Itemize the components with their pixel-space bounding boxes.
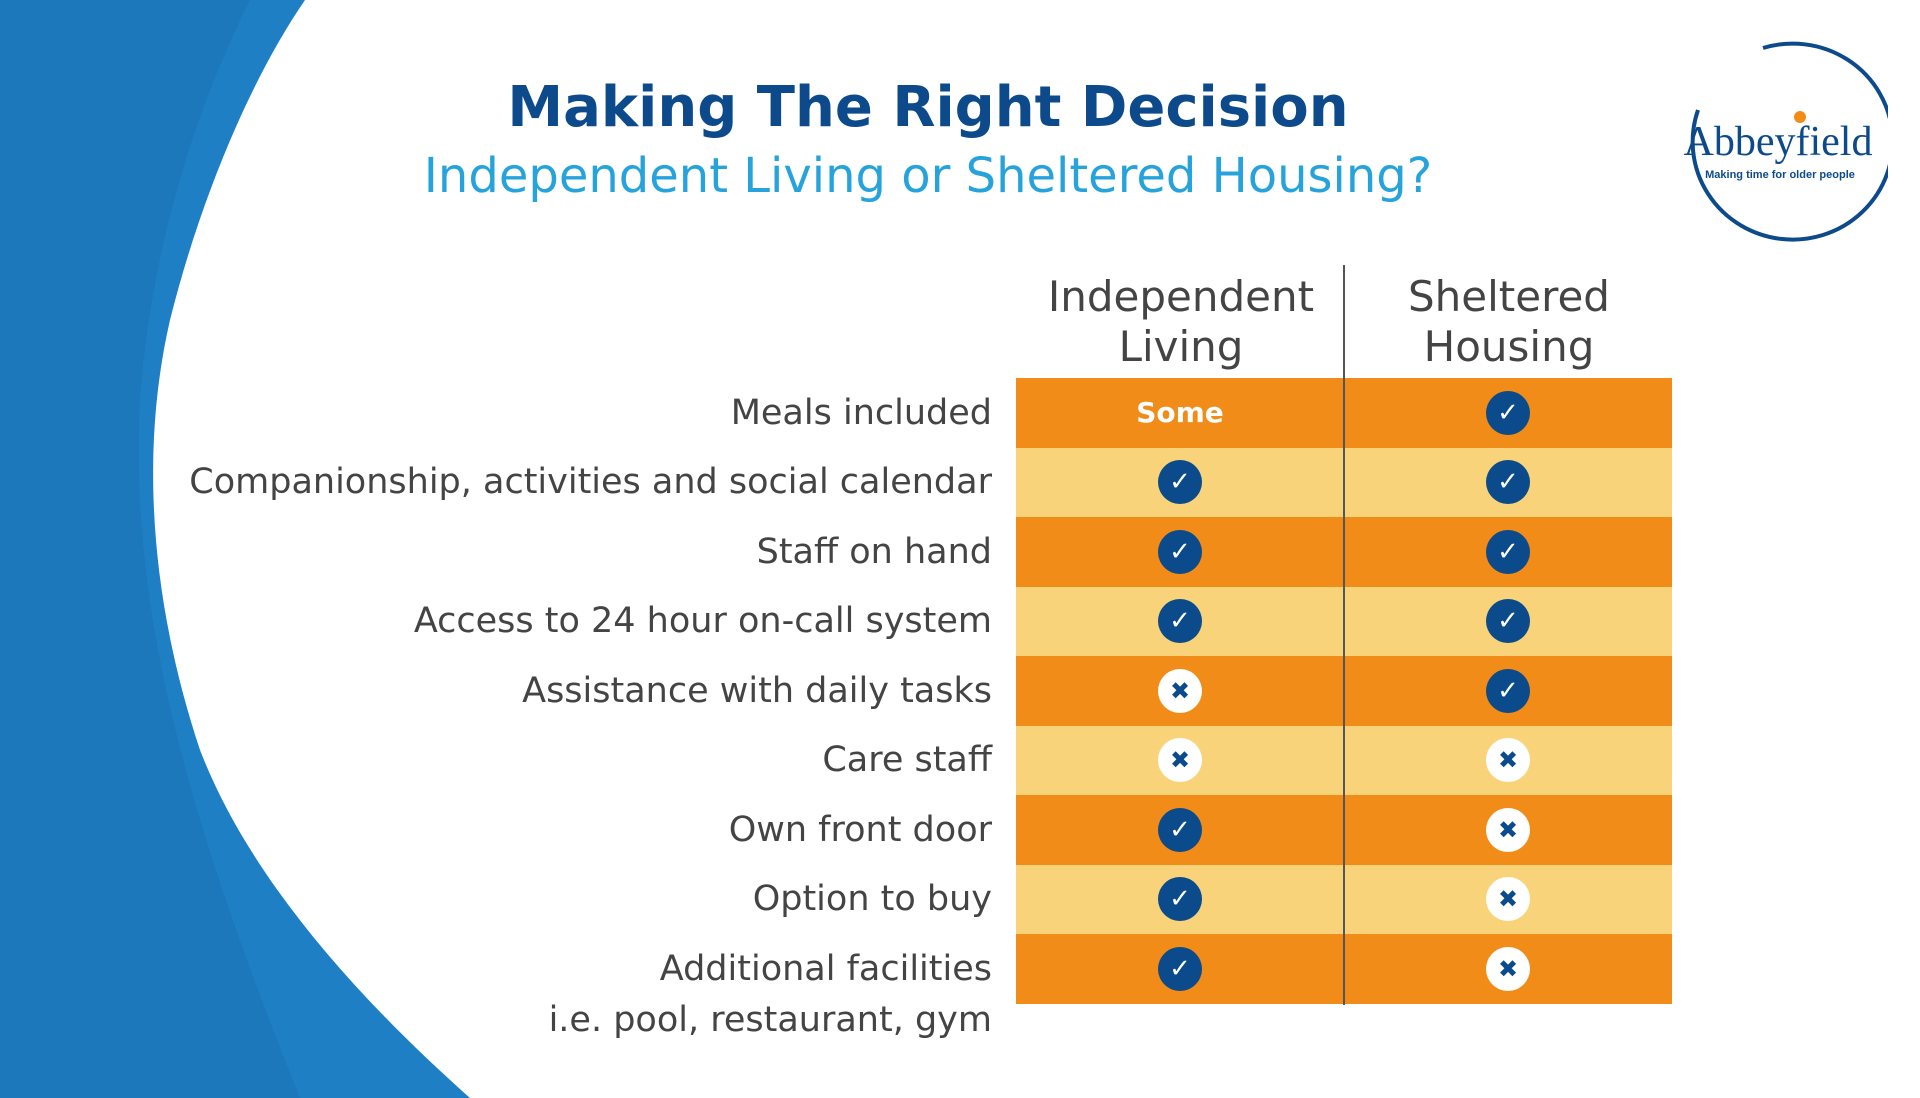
logo-tagline: Making time for older people — [1705, 169, 1855, 181]
row-label: Own front door — [728, 809, 992, 850]
check-icon: ✓ — [1486, 460, 1530, 505]
cell-independent: ✓ — [1016, 795, 1344, 865]
cross-icon: ✖ — [1486, 877, 1530, 922]
column-header-line: Living — [1118, 322, 1244, 371]
cell-independent: Some — [1016, 378, 1344, 448]
cell-sheltered: ✓ — [1344, 586, 1672, 656]
column-header-line: Sheltered — [1408, 272, 1610, 321]
cell-sheltered: ✓ — [1344, 517, 1672, 587]
check-icon: ✓ — [1486, 668, 1530, 713]
column-header-independent: Independent Living — [1016, 272, 1346, 372]
check-icon: ✓ — [1158, 877, 1202, 922]
cell-independent: ✓ — [1016, 864, 1344, 934]
table-row: Additional facilities ✓ ✖ — [0, 934, 1920, 1004]
cell-sheltered: ✓ — [1344, 378, 1672, 448]
column-divider — [1343, 265, 1345, 1005]
cell-independent: ✖ — [1016, 656, 1344, 726]
cross-icon: ✖ — [1158, 738, 1202, 783]
page-title: Making The Right Decision — [507, 75, 1349, 140]
cell-sheltered: ✖ — [1344, 725, 1672, 795]
table-row: Own front door ✓ ✖ — [0, 795, 1920, 865]
check-icon: ✓ — [1158, 529, 1202, 574]
column-header-sheltered: Sheltered Housing — [1344, 272, 1674, 372]
row-label: Additional facilities — [659, 948, 992, 989]
cell-sheltered: ✖ — [1344, 934, 1672, 1004]
row-label: Option to buy — [752, 879, 992, 920]
logo-name: Abbeyfield — [1684, 119, 1873, 165]
row-label: Meals included — [730, 392, 992, 433]
table-row: Care staff ✖ ✖ — [0, 725, 1920, 795]
cross-icon: ✖ — [1486, 946, 1530, 991]
check-icon: ✓ — [1486, 599, 1530, 644]
cell-sheltered: ✖ — [1344, 795, 1672, 865]
table-row: Option to buy ✓ ✖ — [0, 864, 1920, 934]
row-label: Care staff — [822, 740, 992, 781]
row-label: Access to 24 hour on-call system — [413, 601, 992, 642]
cross-icon: ✖ — [1486, 738, 1530, 783]
cell-sheltered: ✖ — [1344, 864, 1672, 934]
row-label: Companionship, activities and social cal… — [189, 462, 992, 503]
row-label: Staff on hand — [756, 531, 992, 572]
check-icon: ✓ — [1158, 807, 1202, 852]
cell-sheltered: ✓ — [1344, 656, 1672, 726]
cell-independent: ✓ — [1016, 586, 1344, 656]
check-icon: ✓ — [1158, 599, 1202, 644]
check-icon: ✓ — [1158, 460, 1202, 505]
column-header-line: Housing — [1423, 322, 1595, 371]
cell-independent: ✓ — [1016, 447, 1344, 517]
cross-icon: ✖ — [1158, 668, 1202, 713]
cell-sheltered: ✓ — [1344, 447, 1672, 517]
row-label: Assistance with daily tasks — [522, 670, 992, 711]
table-row: Staff on hand ✓ ✓ — [0, 517, 1920, 587]
check-icon: ✓ — [1486, 529, 1530, 574]
check-icon: ✓ — [1158, 946, 1202, 991]
column-header-line: Independent — [1047, 272, 1315, 321]
cross-icon: ✖ — [1486, 807, 1530, 852]
footnote: i.e. pool, restaurant, gym — [548, 1000, 992, 1040]
table-row: Meals included Some ✓ — [0, 378, 1920, 448]
cell-independent: ✓ — [1016, 517, 1344, 587]
table-row: Assistance with daily tasks ✖ ✓ — [0, 656, 1920, 726]
page-subtitle: Independent Living or Sheltered Housing? — [423, 148, 1433, 204]
cell-value: Some — [1136, 396, 1224, 430]
cell-independent: ✖ — [1016, 725, 1344, 795]
check-icon: ✓ — [1486, 390, 1530, 435]
table-row: Companionship, activities and social cal… — [0, 447, 1920, 517]
abbeyfield-logo: Abbeyfield Making time for older people — [1684, 41, 1888, 242]
table-row: Access to 24 hour on-call system ✓ ✓ — [0, 586, 1920, 656]
cell-independent: ✓ — [1016, 934, 1344, 1004]
